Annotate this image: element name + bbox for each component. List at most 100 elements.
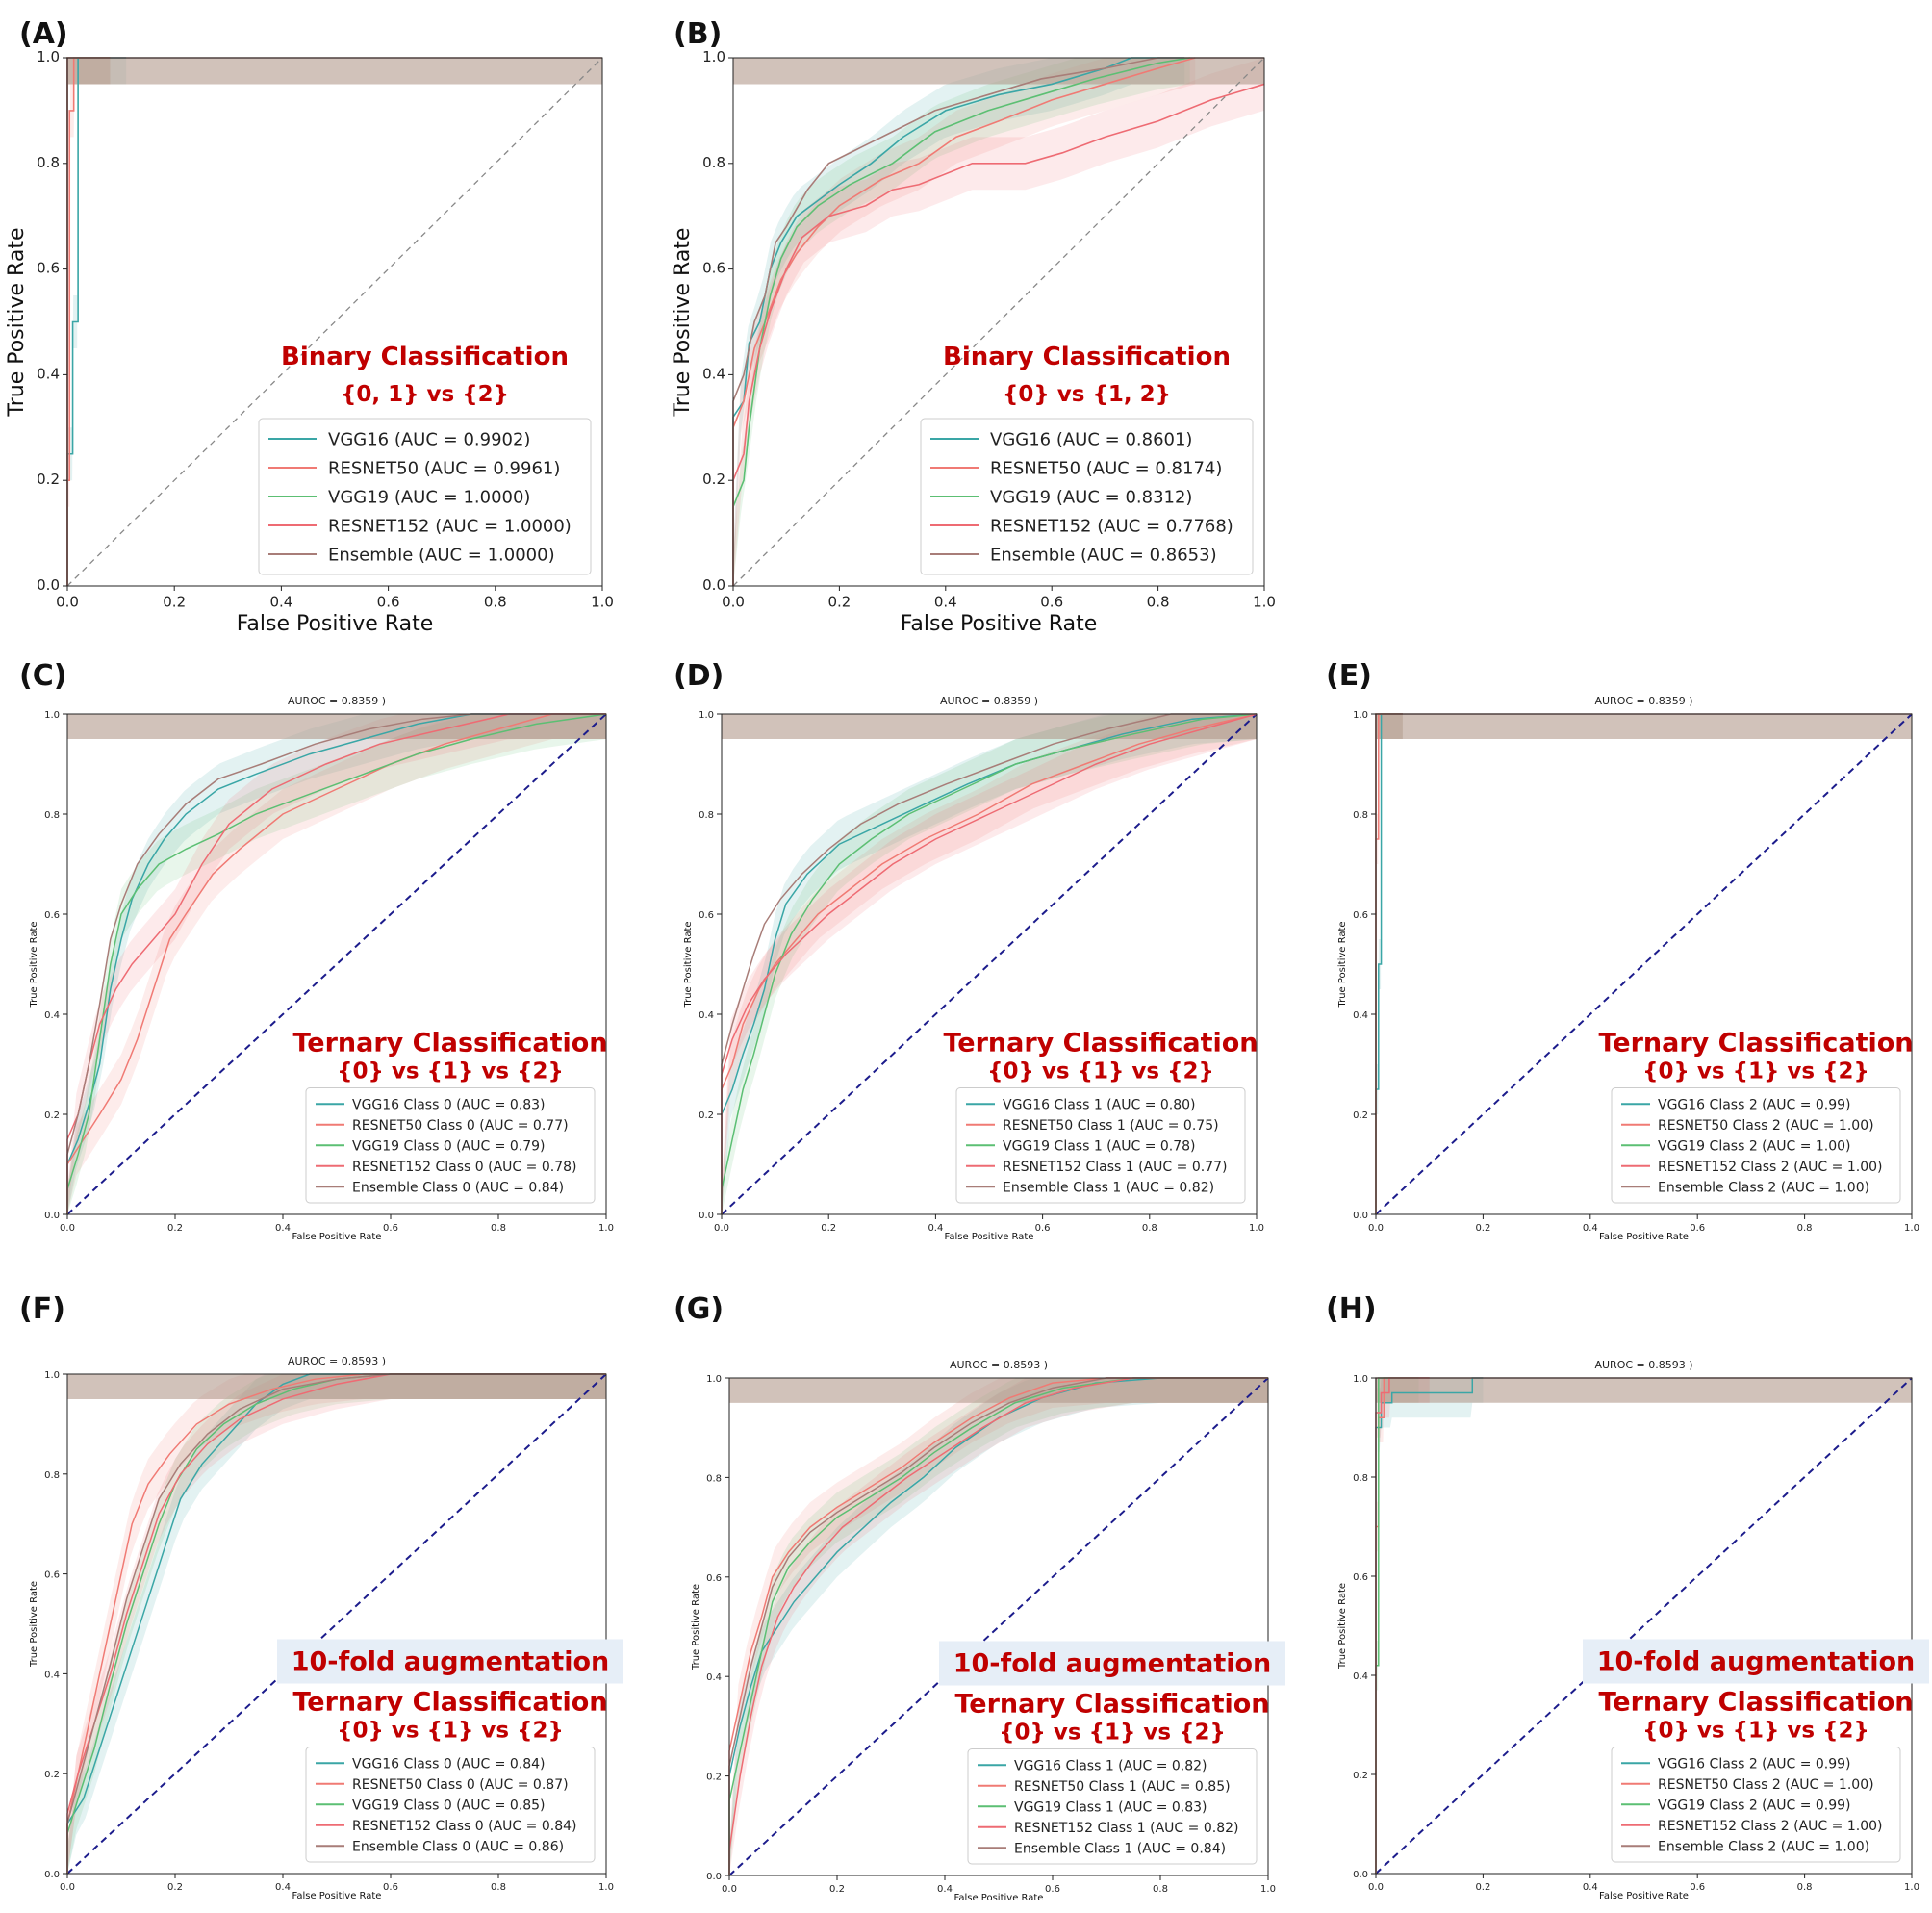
chart-title: AUROC = 0.8359 ) xyxy=(288,695,386,707)
axes-frame xyxy=(66,713,607,1215)
chance-diagonal-line xyxy=(66,713,607,1215)
x-tick-label: 0.2 xyxy=(163,593,186,610)
x-tick-label: 0.0 xyxy=(1368,1223,1384,1234)
series-line-vgg16 xyxy=(1375,713,1403,1214)
y-tick-label: 1.0 xyxy=(702,48,725,65)
series-line-ensemble xyxy=(721,713,1257,1214)
x-tick-label: 0.8 xyxy=(1153,1884,1168,1895)
y-axis-label: True Positive Rate xyxy=(1337,921,1348,1008)
x-tick-label: 1.0 xyxy=(598,1882,614,1893)
series-line-resnet50 xyxy=(1375,1377,1430,1874)
series-line-resnet50 xyxy=(66,713,606,1214)
legend-label: RESNET50 Class 0 (AUC = 0.87) xyxy=(352,1777,569,1793)
x-tick-label: 0.8 xyxy=(491,1882,506,1893)
legend-box xyxy=(1611,1087,1901,1204)
plot-area xyxy=(728,1377,1269,1876)
ensemble-ci-band xyxy=(1376,714,1912,739)
series-line-resnet50 xyxy=(66,1373,606,1874)
classification-title: Ternary Classification xyxy=(292,1029,607,1059)
series-line-vgg16 xyxy=(66,57,127,586)
panel-a: (A) 0.0 0.2 0.4 0.6 0.8 1.0 0.0 0.2 0.4 0.6 0.8 1.0 F… xyxy=(5,17,614,636)
vgg19-ci-band xyxy=(729,1378,1268,1875)
x-tick-label: 0.6 xyxy=(1035,1223,1051,1234)
panel-d: (D) AUROC = 0.8359 ) 0.0 0.2 0.4 0.6 0.8 1.0 0.0… xyxy=(674,659,1264,1242)
legend-label: Ensemble (AUC = 1.0000) xyxy=(328,545,555,565)
axes-frame xyxy=(66,57,603,587)
chance-diagonal-line xyxy=(732,57,1265,587)
series-line-vgg16 xyxy=(1375,1377,1484,1874)
series-line-resnet152 xyxy=(728,1377,1268,1875)
legend: VGG16 (AUC = 0.9902) RESNET50 (AUC = 0.99… xyxy=(258,418,592,575)
y-axis-label: True Positive Rate xyxy=(683,921,694,1008)
x-axis-label: False Positive Rate xyxy=(945,1232,1034,1242)
series-line-vgg19 xyxy=(66,1373,606,1874)
x-tick-label: 0.4 xyxy=(1583,1223,1598,1234)
vgg19-ci-band xyxy=(67,714,606,1214)
x-axis-label: False Positive Rate xyxy=(1599,1232,1689,1242)
x-axis-label: False Positive Rate xyxy=(1599,1891,1689,1901)
x-tick-label: 0.8 xyxy=(491,1223,506,1234)
x-tick-label: 0.4 xyxy=(275,1882,291,1893)
x-tick-label: 0.0 xyxy=(722,1884,737,1895)
legend-label: Ensemble Class 2 (AUC = 1.00) xyxy=(1658,1180,1869,1195)
x-tick-label: 0.2 xyxy=(829,1884,845,1895)
legend-label: Ensemble (AUC = 0.8653) xyxy=(990,545,1217,565)
legend-box xyxy=(258,418,592,575)
chance-diagonal-line xyxy=(721,713,1258,1215)
y-axis-label: True Positive Rate xyxy=(29,921,39,1008)
panel-g: (G) AUROC = 0.8593 ) 0.0 0.2 0.4 0.6 0.8 1.0 0.0… xyxy=(674,1292,1285,1903)
series-line-resnet152 xyxy=(66,1373,606,1874)
y-axis-label: True Positive Rate xyxy=(691,1584,701,1671)
chart-title: AUROC = 0.8359 ) xyxy=(940,695,1038,707)
legend-label: RESNET152 Class 2 (AUC = 1.00) xyxy=(1658,1160,1882,1175)
y-tick-label: 0.4 xyxy=(699,1010,714,1021)
x-tick-label: 1.0 xyxy=(598,1223,614,1234)
classification-subtitle: {0} vs {1} vs {2} xyxy=(999,1721,1226,1746)
y-tick-label: 1.0 xyxy=(37,48,60,65)
legend-label: Ensemble Class 1 (AUC = 0.84) xyxy=(1014,1841,1226,1856)
x-tick-label: 0.2 xyxy=(821,1223,836,1234)
axes-frame xyxy=(66,1373,607,1875)
chart-title: AUROC = 0.8593 ) xyxy=(1594,1359,1692,1371)
y-tick-label: 1.0 xyxy=(1353,1374,1368,1385)
legend-label: RESNET50 Class 0 (AUC = 0.77) xyxy=(352,1118,569,1134)
legend: VGG16 Class 0 (AUC = 0.83) RESNET50 Class… xyxy=(305,1087,596,1204)
series-line-resnet152 xyxy=(1375,1377,1430,1874)
legend-label: VGG19 Class 2 (AUC = 1.00) xyxy=(1658,1138,1851,1154)
y-tick-label: 0.6 xyxy=(1353,910,1368,921)
classification-subtitle: {0, 1} vs {2} xyxy=(341,382,509,407)
panel-label: (B) xyxy=(674,17,722,51)
x-tick-label: 0.8 xyxy=(1797,1882,1813,1893)
y-tick-label: 1.0 xyxy=(44,710,60,721)
x-tick-label: 0.0 xyxy=(60,1223,75,1234)
y-tick-label: 0.2 xyxy=(1353,1110,1368,1121)
x-tick-label: 1.0 xyxy=(1249,1223,1264,1234)
y-tick-label: 0.6 xyxy=(44,1570,60,1581)
panel-label: (H) xyxy=(1326,1292,1377,1326)
panel-f: (F) AUROC = 0.8593 ) 0.0 0.2 0.4 0.6 0.8 1.0 0.0… xyxy=(19,1292,623,1901)
classification-title: Binary Classification xyxy=(281,343,569,371)
legend-label: VGG16 Class 0 (AUC = 0.83) xyxy=(352,1097,546,1112)
classification-subtitle: {0} vs {1} vs {2} xyxy=(1642,1059,1869,1084)
series-line-vgg16 xyxy=(66,1373,606,1874)
axes-frame xyxy=(1375,713,1913,1215)
x-tick-label: 0.6 xyxy=(383,1223,398,1234)
vgg19-ci-band xyxy=(1376,1378,1419,1874)
y-tick-label: 0.4 xyxy=(1353,1671,1368,1682)
panel-c: (C) AUROC = 0.8359 ) 0.0 0.2 0.4 0.6 0.8 1.0 0.0… xyxy=(19,659,614,1242)
y-axis-label: True Positive Rate xyxy=(29,1581,39,1668)
y-tick-label: 0.0 xyxy=(1353,1211,1368,1221)
legend-box xyxy=(955,1087,1246,1204)
classification-title: Ternary Classification xyxy=(954,1690,1269,1720)
legend-label: RESNET152 Class 2 (AUC = 1.00) xyxy=(1658,1819,1882,1834)
resnet152-ci-band xyxy=(67,714,606,1214)
legend: VGG16 Class 0 (AUC = 0.84) RESNET50 Class… xyxy=(305,1747,596,1863)
legend-label: VGG19 (AUC = 0.8312) xyxy=(990,487,1192,507)
legend-label: RESNET152 Class 0 (AUC = 0.84) xyxy=(352,1819,576,1834)
classification-subtitle: {0} vs {1} vs {2} xyxy=(337,1059,564,1084)
legend-label: Ensemble Class 2 (AUC = 1.00) xyxy=(1658,1839,1869,1854)
series-line-vgg16 xyxy=(66,713,606,1214)
series-line-resnet50 xyxy=(732,57,1196,586)
series-line-ensemble xyxy=(66,1373,606,1874)
